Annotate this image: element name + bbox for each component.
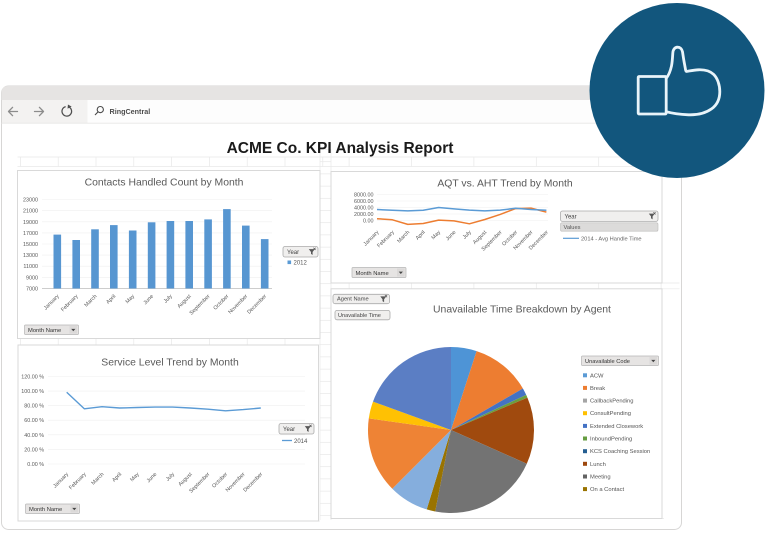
svg-text:Contacts Handled Count by Mont: Contacts Handled Count by Month [85,178,244,189]
svg-text:20.00 %: 20.00 % [24,447,44,453]
svg-text:2014: 2014 [294,439,308,445]
svg-text:ACW: ACW [590,373,604,379]
svg-text:Month Name: Month Name [356,271,389,277]
svg-text:July: July [462,229,473,240]
svg-text:InboundPending: InboundPending [590,437,632,443]
svg-text:July: July [165,471,176,482]
svg-text:May: May [125,293,137,305]
svg-text:Month Name: Month Name [28,328,61,334]
svg-text:7000: 7000 [26,287,38,293]
svg-text:On a Contact: On a Contact [590,487,625,493]
svg-text:80.00 %: 80.00 % [24,404,44,410]
svg-text:Year: Year [287,250,299,256]
svg-text:Unavailable Code: Unavailable Code [585,359,630,365]
svg-text:Agent Name: Agent Name [337,297,369,303]
svg-text:May: May [431,229,443,241]
svg-text:Values: Values [564,225,581,231]
svg-text:40.00 %: 40.00 % [24,433,44,439]
svg-text:April: April [415,230,427,242]
svg-text:8000.00: 8000.00 [354,193,374,199]
svg-text:2000.00: 2000.00 [354,212,374,218]
svg-text:ACME Co. KPI Analysis Report: ACME Co. KPI Analysis Report [227,140,454,157]
svg-text:17000: 17000 [23,231,38,237]
svg-text:0.00 %: 0.00 % [27,462,44,468]
svg-text:April: April [111,472,123,484]
svg-text:15000: 15000 [23,242,38,248]
svg-text:60.00 %: 60.00 % [24,418,44,424]
svg-text:Year: Year [283,427,295,433]
svg-text:120.00 %: 120.00 % [21,375,44,381]
svg-text:Year: Year [565,214,577,220]
svg-text:Break: Break [590,386,605,392]
svg-text:July: July [163,293,174,304]
svg-text:13000: 13000 [23,253,38,259]
svg-text:May: May [129,471,141,483]
svg-text:23000: 23000 [23,198,38,204]
svg-text:Lunch: Lunch [590,462,606,468]
svg-text:Unavailable Time Breakdown by: Unavailable Time Breakdown by Agent [433,305,611,316]
svg-text:2012: 2012 [294,261,308,267]
svg-text:2014 - Avg Handle Time: 2014 - Avg Handle Time [581,236,642,242]
svg-text:9000: 9000 [26,275,38,281]
svg-text:0.00: 0.00 [363,219,374,225]
svg-text:6000.00: 6000.00 [354,199,374,205]
svg-text:KCS Coaching Session: KCS Coaching Session [590,449,650,455]
svg-text:21000: 21000 [23,209,38,215]
svg-text:Unavailable Time: Unavailable Time [338,313,381,319]
svg-text:ConsultPending: ConsultPending [590,411,631,417]
svg-text:100.00 %: 100.00 % [21,389,44,395]
svg-text:AQT vs. AHT Trend by Month: AQT vs. AHT Trend by Month [437,179,573,190]
svg-text:April: April [105,294,117,306]
svg-text:Meeting: Meeting [590,475,611,481]
svg-text:4000.00: 4000.00 [354,206,374,212]
svg-text:11000: 11000 [23,264,38,270]
svg-text:Month Name: Month Name [29,507,62,513]
svg-text:CallbackPending: CallbackPending [590,399,634,405]
svg-text:RingCentral: RingCentral [110,107,151,116]
svg-text:19000: 19000 [23,220,38,226]
svg-text:Service Level Trend by Month: Service Level Trend by Month [101,358,239,369]
svg-text:Extended Closework: Extended Closework [590,424,643,430]
